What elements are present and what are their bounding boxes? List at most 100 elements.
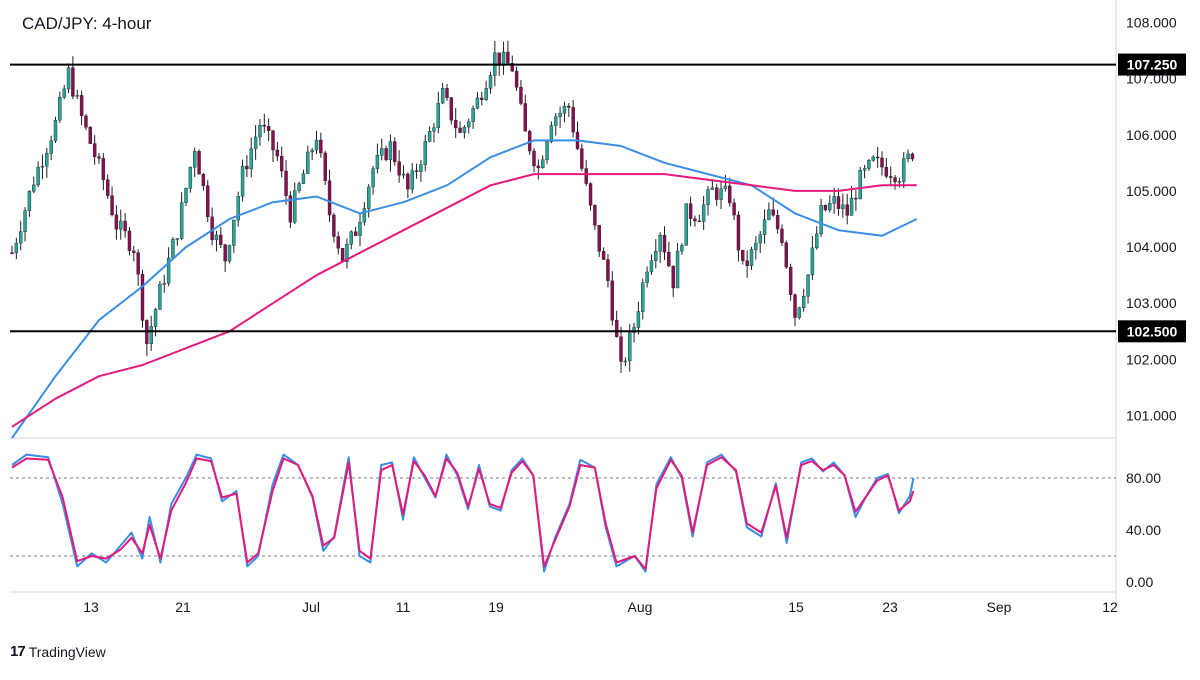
candle [240, 159, 245, 202]
time-tick-label: 15 [788, 599, 804, 615]
candle-body [397, 161, 401, 176]
candle [767, 202, 771, 221]
candle [266, 118, 271, 142]
candle-body [40, 165, 45, 168]
candle [802, 288, 806, 312]
candle [62, 84, 66, 100]
candle-body [179, 202, 184, 239]
candle [105, 174, 110, 199]
candle-body [219, 234, 223, 245]
candle-body [736, 214, 741, 251]
candle [567, 103, 571, 118]
candle-body [436, 102, 440, 128]
candle [132, 245, 136, 262]
candle [475, 91, 480, 110]
candle-body [806, 274, 810, 297]
candle [179, 192, 184, 241]
candle [480, 91, 484, 106]
horizontal-levels[interactable]: 107.250 102.500 [10, 53, 1186, 343]
candle [371, 165, 375, 195]
candle-body [802, 296, 806, 308]
candle [119, 209, 123, 240]
candle-body [84, 115, 88, 128]
candle-body [723, 185, 728, 189]
candle-body [819, 205, 823, 235]
candle-body [662, 234, 667, 253]
candle [419, 159, 423, 182]
candle-body [223, 244, 227, 262]
candle-body [423, 141, 427, 165]
candle-body [658, 234, 662, 252]
candle-body [353, 231, 358, 236]
stoch_d-line [11, 456, 915, 570]
candle [301, 169, 306, 184]
candle-body [893, 177, 897, 183]
candle-body [140, 274, 145, 321]
candle [271, 129, 275, 162]
candle-body [445, 88, 449, 98]
candle-body [27, 190, 32, 211]
time-tick-label: Sep [987, 599, 1012, 615]
candle-body [906, 153, 910, 159]
candle [810, 236, 815, 280]
candle [436, 91, 440, 134]
candle [519, 79, 523, 106]
candle-body [184, 188, 188, 203]
candle [854, 190, 858, 211]
time-tick-label: 23 [882, 599, 898, 615]
candle-body [275, 149, 280, 157]
candle-body [910, 153, 915, 160]
candle [32, 176, 36, 194]
candle-body [388, 141, 393, 160]
candle [110, 186, 114, 217]
candle-body [636, 311, 641, 328]
chart-title: CAD/JPY: 4-hour [22, 14, 152, 33]
candle-body [741, 249, 745, 261]
candle [362, 201, 367, 226]
candle-body [127, 230, 132, 252]
candle [353, 226, 358, 237]
candle-body [171, 238, 175, 259]
candle [671, 265, 675, 298]
candle [258, 119, 262, 146]
candle-body [545, 141, 549, 160]
candle [867, 159, 871, 172]
candle-body [384, 148, 388, 160]
candle-body [371, 168, 375, 188]
candle [845, 193, 849, 225]
candle [610, 271, 614, 326]
candle [345, 238, 349, 269]
tradingview-brand[interactable]: 17 TradingView [10, 643, 106, 660]
candle-body [454, 119, 458, 129]
candle-body [323, 152, 327, 181]
candle-body [614, 320, 619, 337]
candle [223, 243, 227, 272]
candle-body [301, 173, 306, 184]
candle [601, 247, 606, 260]
candle [280, 146, 284, 178]
candle-body [75, 95, 79, 97]
candle [332, 212, 336, 243]
candle-body [419, 164, 423, 172]
candle [467, 118, 471, 134]
candle-body [532, 150, 536, 167]
candle-body [889, 176, 893, 178]
candle-body [854, 197, 858, 200]
candle [632, 322, 636, 343]
candle-body [410, 170, 414, 190]
time-tick-label: 13 [83, 599, 99, 615]
candle-body [841, 204, 845, 209]
level-label-box [1118, 53, 1186, 76]
candle-body [458, 127, 462, 133]
stochastic-oscillator [11, 453, 915, 573]
candle-body [688, 203, 693, 219]
candle [641, 278, 645, 320]
candle-body [467, 121, 471, 128]
candle [741, 249, 745, 265]
candle [58, 91, 62, 124]
price-tick-label: 105.000 [1126, 183, 1177, 199]
candle-body [667, 251, 671, 267]
candle [658, 232, 662, 263]
candle-body [105, 179, 110, 196]
